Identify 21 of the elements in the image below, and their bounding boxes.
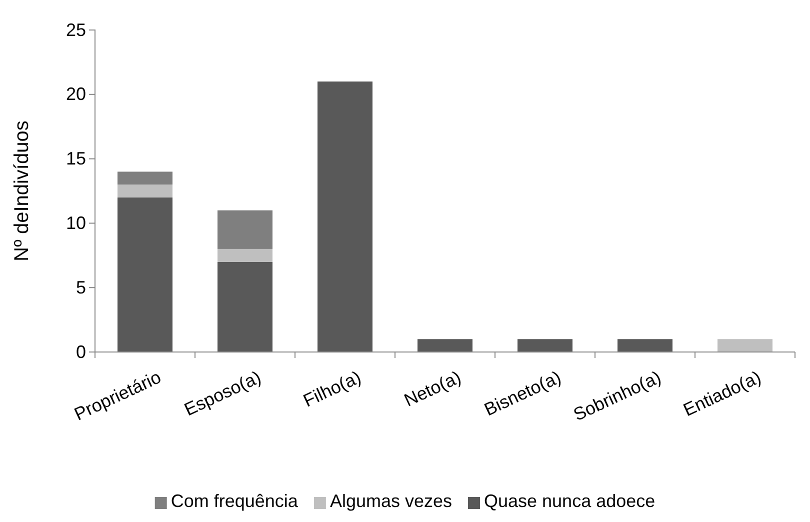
bar (418, 339, 472, 352)
y-tick-label: 0 (76, 342, 86, 362)
y-tick-label: 15 (66, 148, 86, 169)
bar (118, 184, 172, 198)
bar (218, 262, 272, 352)
legend-label: Com frequência (170, 491, 299, 511)
bar (318, 82, 372, 352)
bar (618, 339, 672, 352)
y-axis-title: Nº deIndivíduos (11, 120, 33, 262)
y-tick-label: 5 (76, 277, 86, 298)
y-tick-label: 10 (66, 212, 86, 233)
bar (518, 339, 572, 352)
legend-label: Algumas vezes (330, 491, 452, 511)
legend-label: Quase nunca adoece (484, 491, 656, 511)
bar (118, 197, 172, 352)
bar (718, 339, 772, 352)
y-tick-label: 25 (66, 20, 86, 40)
bar (218, 248, 272, 262)
bar (118, 172, 172, 185)
y-tick-label: 20 (66, 84, 86, 104)
bar (218, 210, 272, 249)
